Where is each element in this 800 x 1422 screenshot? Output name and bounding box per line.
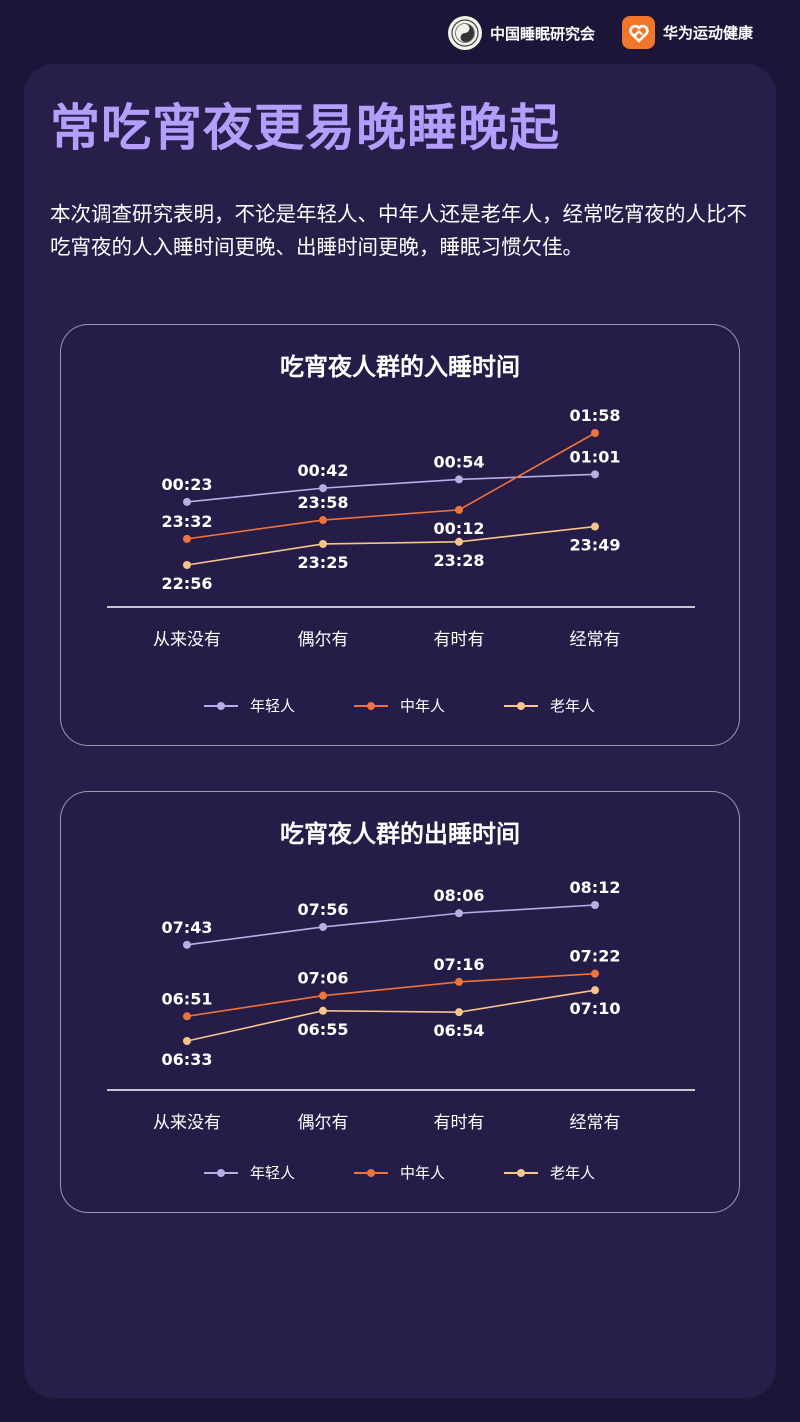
legend-label: 年轻人	[250, 1164, 296, 1182]
line-chart-wake-up: 从来没有 偶尔有 有时有 经常有 07:43 07:56 08:06 08:12 06:51 07…	[107, 878, 695, 1133]
data-label: 23:32	[162, 512, 213, 531]
chart-legend: 年轻人 中年人 老年人	[61, 1162, 739, 1186]
data-point	[591, 522, 599, 531]
data-label: 06:51	[162, 989, 213, 1008]
top-bar: 中国睡眠研究会 华为运动健康	[0, 0, 800, 64]
legend-swatch	[204, 701, 238, 710]
legend-item-elderly: 老年人	[504, 695, 595, 716]
legend-label: 老年人	[550, 1164, 596, 1182]
legend-label: 老年人	[550, 697, 596, 715]
data-point	[591, 429, 599, 437]
series-line	[186, 972, 596, 1018]
sleep-research-society-logo: 中国睡眠研究会	[448, 16, 595, 50]
data-point	[455, 1008, 463, 1017]
chart-card-sleep-onset: 吃宵夜人群的入睡时间 从来没有 偶尔有 有时有 经常有 00:23 00:42 00:54 0…	[60, 324, 740, 746]
seal-icon	[448, 16, 482, 50]
x-tick-label: 从来没有	[153, 630, 221, 650]
data-label: 07:10	[570, 999, 621, 1018]
data-label: 01:58	[570, 406, 621, 425]
huawei-health-logo: 华为运动健康	[622, 16, 753, 49]
data-label: 07:22	[570, 947, 621, 966]
data-point	[183, 1012, 191, 1021]
data-point	[455, 505, 463, 514]
data-point	[319, 516, 327, 525]
intro-paragraph: 本次调查研究表明，不论是年轻人、中年人还是老年人，经常吃宵夜的人比不吃宵夜的人入…	[50, 202, 747, 259]
data-label: 07:56	[298, 900, 349, 919]
series-line	[186, 989, 596, 1042]
x-tick-label: 偶尔有	[298, 1113, 349, 1133]
data-point	[455, 977, 463, 986]
page-title: 常吃宵夜更易晚睡晚起	[50, 99, 560, 157]
legend-item-young: 年轻人	[204, 1162, 295, 1183]
legend-swatch	[504, 1168, 538, 1177]
data-label: 08:06	[434, 886, 485, 905]
data-label: 08:12	[570, 878, 621, 897]
x-tick-label: 从来没有	[153, 1113, 221, 1133]
heart-app-icon	[622, 16, 655, 49]
legend-item-middle: 中年人	[354, 695, 445, 716]
data-point	[319, 922, 327, 931]
data-label: 06:33	[162, 1050, 213, 1069]
data-label: 07:06	[298, 969, 349, 988]
data-point	[591, 470, 599, 479]
legend-swatch	[354, 1168, 388, 1177]
line-chart-sleep-onset: 从来没有 偶尔有 有时有 经常有 00:23 00:42 00:54 01:01 23:32 23…	[107, 406, 695, 650]
data-label: 23:28	[434, 551, 485, 570]
x-tick-label: 经常有	[570, 1113, 621, 1133]
data-label: 07:43	[162, 918, 213, 937]
data-point	[591, 901, 599, 909]
data-label: 06:55	[298, 1020, 349, 1039]
data-label: 00:12	[434, 519, 485, 538]
data-label: 07:16	[434, 955, 485, 974]
data-point	[183, 534, 191, 543]
data-label: 00:23	[162, 475, 213, 494]
data-point	[319, 539, 327, 548]
legend-label: 中年人	[400, 1164, 446, 1182]
legend-swatch	[504, 701, 538, 710]
data-point	[319, 991, 327, 1000]
data-point	[183, 561, 191, 569]
app-logo-label: 华为运动健康	[663, 24, 754, 42]
data-label: 00:54	[434, 452, 485, 471]
data-point	[455, 475, 463, 484]
data-label: 06:54	[434, 1021, 485, 1040]
data-label: 00:42	[298, 461, 349, 480]
x-tick-label: 有时有	[434, 630, 485, 650]
data-label: 22:56	[162, 574, 213, 593]
data-label: 23:25	[298, 553, 349, 572]
legend-item-elderly: 老年人	[504, 1162, 595, 1183]
data-point	[455, 909, 463, 918]
data-point	[319, 1006, 327, 1015]
legend-item-middle: 中年人	[354, 1162, 445, 1183]
x-tick-label: 经常有	[570, 630, 621, 650]
data-point	[183, 1037, 191, 1045]
legend-swatch	[204, 1168, 238, 1177]
x-tick-label: 偶尔有	[298, 630, 349, 650]
series-line	[186, 432, 596, 540]
data-point	[319, 484, 327, 493]
series-line	[186, 473, 596, 503]
data-point	[183, 497, 191, 506]
org-logo-label: 中国睡眠研究会	[490, 24, 596, 43]
data-label: 23:49	[570, 536, 621, 555]
chart-title: 吃宵夜人群的入睡时间	[280, 353, 520, 381]
data-label: 01:01	[570, 447, 621, 466]
legend-item-young: 年轻人	[204, 695, 295, 716]
x-tick-label: 有时有	[434, 1113, 485, 1133]
chart-title: 吃宵夜人群的出睡时间	[280, 820, 520, 848]
legend-swatch	[354, 701, 388, 710]
series-line	[186, 525, 596, 566]
data-point	[591, 986, 599, 995]
data-point	[455, 537, 463, 546]
data-point	[591, 969, 599, 978]
series-line	[186, 904, 596, 946]
legend-label: 年轻人	[250, 697, 296, 715]
data-point	[183, 940, 191, 949]
chart-card-wake-up: 吃宵夜人群的出睡时间 从来没有 偶尔有 有时有 经常有 07:43 07:56 08:06 0…	[60, 791, 740, 1213]
data-label: 23:58	[298, 493, 349, 512]
legend-label: 中年人	[400, 697, 446, 715]
chart-legend: 年轻人 中年人 老年人	[61, 695, 739, 719]
